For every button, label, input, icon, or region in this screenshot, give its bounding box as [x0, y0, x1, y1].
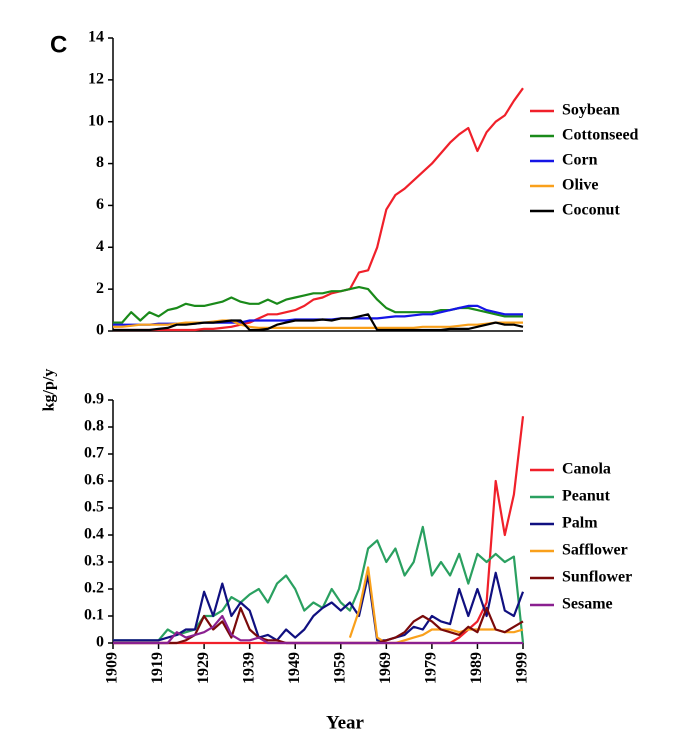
x-tick-label: 1999 — [514, 652, 531, 684]
y-tick-label: 0.2 — [84, 580, 104, 597]
y-tick-label: 10 — [88, 112, 104, 129]
series-line — [348, 566, 524, 645]
y-tick-label: 0.9 — [84, 391, 104, 408]
y-tick-label: 0.7 — [84, 445, 104, 462]
x-tick-label: 1959 — [331, 652, 348, 684]
y-tick-label: 14 — [88, 29, 104, 46]
legend-label: Palm — [562, 515, 598, 532]
legend-label: Peanut — [562, 488, 611, 505]
y-tick-label: 0.5 — [84, 499, 104, 516]
x-tick-label: 1919 — [149, 652, 166, 684]
series-line — [113, 313, 524, 332]
x-tick-label: 1929 — [195, 652, 212, 684]
legend-label: Canola — [562, 461, 611, 478]
x-tick-label: 1969 — [377, 652, 394, 684]
x-axis-label: Year — [326, 712, 365, 733]
series-line — [113, 286, 523, 324]
x-tick-label: 1939 — [240, 652, 257, 684]
legend-label: Sesame — [562, 596, 613, 613]
series-line — [113, 319, 523, 329]
y-tick-label: 0 — [96, 322, 104, 339]
y-tick-label: 0 — [96, 634, 104, 651]
series-line — [113, 416, 525, 645]
y-tick-label: 12 — [88, 71, 104, 88]
x-tick-label: 1989 — [468, 652, 485, 684]
x-tick-label: 1949 — [286, 652, 303, 684]
y-tick-label: 4 — [96, 238, 104, 255]
y-tick-label: 0.3 — [84, 553, 104, 570]
y-tick-label: 0.4 — [84, 526, 104, 543]
x-tick-label: 1979 — [423, 652, 440, 684]
legend-label: Corn — [562, 152, 598, 169]
series-line — [113, 571, 525, 642]
legend-label: Cottonseed — [562, 127, 639, 144]
legend-label: Soybean — [562, 102, 620, 119]
panel-label: C — [50, 31, 67, 58]
x-tick-label: 1909 — [104, 652, 121, 684]
series-line — [113, 87, 524, 332]
legend-label: Sunflower — [562, 569, 632, 586]
y-tick-label: 0.1 — [84, 607, 104, 624]
series-line — [113, 614, 523, 645]
y-axis-label: kg/p/y — [41, 369, 58, 412]
legend-label: Coconut — [562, 202, 620, 219]
series-line — [113, 525, 525, 644]
y-tick-label: 8 — [96, 154, 104, 171]
legend-label: Olive — [562, 177, 598, 194]
y-tick-label: 0.8 — [84, 418, 104, 435]
legend-label: Safflower — [562, 542, 628, 559]
y-tick-label: 0.6 — [84, 472, 104, 489]
y-tick-label: 2 — [96, 280, 104, 297]
y-tick-label: 6 — [96, 196, 104, 213]
